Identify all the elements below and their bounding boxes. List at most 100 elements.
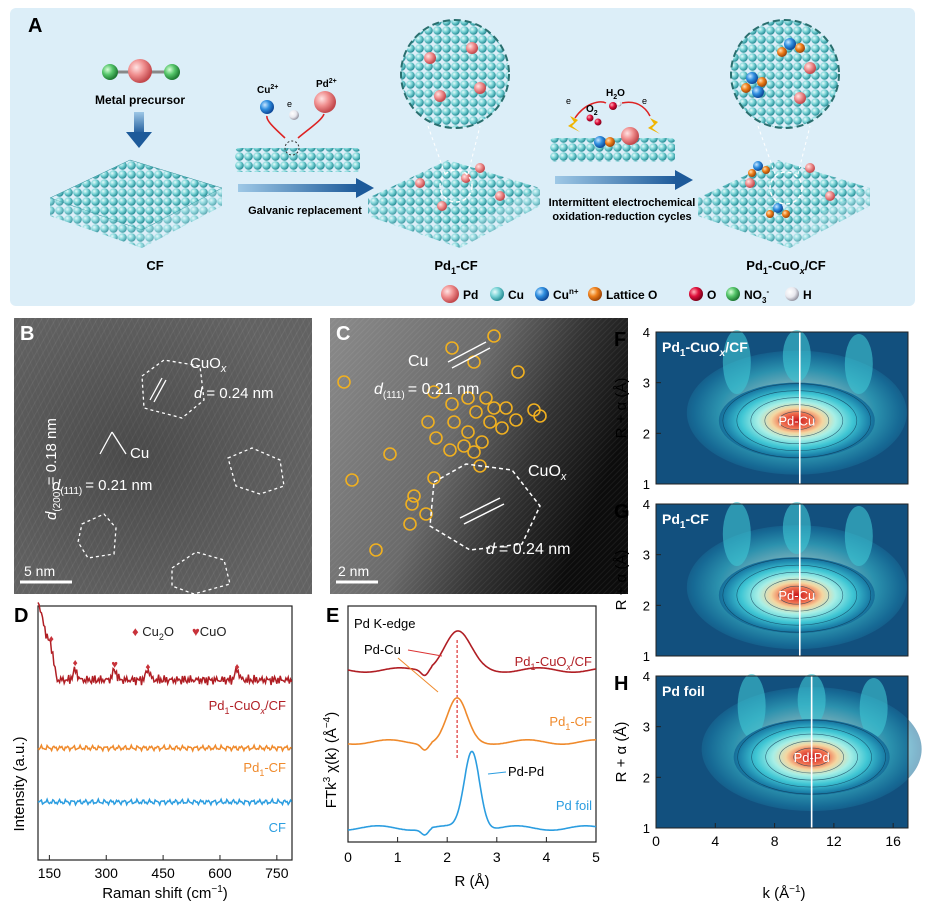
legend-label: Cu — [508, 288, 524, 302]
legend-swatch — [726, 287, 740, 301]
wavelet-lobe — [844, 506, 873, 566]
cuox-label-c: CuOx — [528, 463, 567, 483]
cu2-label: Cu2+ — [257, 84, 278, 96]
atom-marker — [533, 409, 547, 423]
single-atom-markers — [337, 329, 547, 557]
wavelet-contour — [764, 578, 830, 612]
tem-c-svg: C Cu d(111) = 0.21 nm CuOx d = 0.24 nm 2 n… — [330, 318, 628, 594]
schematic-legend: Pd Cu Cun+ Lattice O O NO3- H — [441, 285, 812, 305]
atom-marker — [499, 401, 513, 415]
wavelet-peak-label: Pd-Pd — [794, 750, 830, 765]
raman-series — [37, 602, 293, 807]
pdcu-arrow-1 — [407, 649, 443, 657]
atom-marker — [445, 397, 459, 411]
exafs-series — [347, 630, 597, 836]
cu2o-marker: ♦ — [234, 662, 239, 673]
o2-label: O2 — [586, 104, 598, 117]
wavelet-maximum — [718, 557, 875, 634]
wavelet-lobe — [782, 502, 811, 554]
wavelet-ytick-label: 1 — [643, 477, 650, 492]
metal-precursor-label: Metal precursor — [95, 93, 185, 107]
exafs-xtick-label: 1 — [394, 849, 402, 865]
cuox-outline-c — [429, 463, 541, 551]
wavelet-xtick-label: 0 — [652, 833, 660, 849]
cuox-outline-b — [141, 359, 205, 419]
wavelet-lobe — [737, 674, 766, 738]
wavelet-contour — [764, 404, 830, 437]
raman-peak-markers: ♦ ♦ ♦ ♦ ♥ — [49, 634, 240, 673]
exafs-xtick-label: 3 — [493, 849, 501, 865]
tem-panel-c: C Cu d(111) = 0.21 nm CuOx d = 0.24 nm 2 n… — [330, 318, 628, 594]
wavelet-title-g: Pd1-CF — [662, 511, 709, 531]
wavelet-ytick-label: 1 — [643, 821, 650, 836]
cuox-label-b: CuOx — [190, 355, 227, 375]
galvanic-arrow-head — [356, 178, 374, 198]
wavelet-ytick-label: 3 — [643, 720, 650, 735]
atom-marker — [427, 385, 441, 399]
legend-label: O — [707, 288, 716, 302]
wavelet-lobe — [844, 334, 873, 394]
wavelet-peak-label: Pd-Cu — [778, 588, 815, 603]
final-slab — [698, 19, 870, 248]
atom-marker — [479, 391, 493, 405]
atom-marker — [345, 473, 359, 487]
scale-label-c: 2 nm — [338, 563, 369, 579]
legend-swatch — [785, 287, 799, 301]
wavelet-panel-g: Pd-Cu 1 2 3 4G Pd1-CF — [614, 497, 909, 664]
d024-label-b: d = 0.24 nm — [194, 385, 273, 402]
atom-marker — [447, 415, 461, 429]
wavelet-ytick-label: 4 — [643, 497, 650, 512]
raman-x-ticks: 150 300 450 600 750 — [38, 855, 289, 881]
panel-letter-d: D — [14, 605, 28, 627]
legend-swatch — [535, 287, 549, 301]
cu2o-marker: ♦ — [145, 662, 150, 673]
wavelet-ylabel-g: R + α (Å) — [613, 550, 630, 611]
down-arrow-head — [126, 132, 152, 148]
down-arrow-shaft — [134, 112, 144, 134]
d021-label-c: d(111) = 0.21 nm — [374, 381, 479, 401]
exafs-ylabel: FTk3 χ(k) (Å−4) — [322, 712, 340, 809]
wavelet-ytick-label: 4 — [643, 669, 650, 684]
pd1cf-slab — [368, 19, 540, 248]
raman-series-line — [37, 743, 292, 753]
wavelet-lobe — [782, 330, 811, 382]
final-label: Pd1-CuOx/CF — [746, 258, 825, 276]
scale-label-b: 5 nm — [24, 563, 55, 579]
atom-marker — [337, 375, 351, 389]
exafs-xtick-label: 2 — [443, 849, 451, 865]
wavelet-ytick-label: 1 — [643, 649, 650, 664]
exafs-series-line — [347, 630, 597, 677]
pdpd-label: Pd-Pd — [508, 764, 544, 779]
atom-marker — [403, 517, 417, 531]
galvanic-label: Galvanic replacement — [248, 205, 362, 217]
atom-marker — [457, 439, 471, 453]
electron-label-1: e — [287, 99, 292, 109]
pd2-label: Pd2+ — [316, 78, 337, 90]
wavelet-contour — [778, 411, 816, 430]
exafs-label-s2: Pd1-CF — [549, 714, 592, 732]
wavelet-ytick-label: 3 — [643, 548, 650, 563]
exafs-label-s3: Pd foil — [556, 798, 592, 813]
cuo-marker: ♥ — [111, 659, 118, 671]
atom-marker — [445, 341, 459, 355]
wavelet-frame — [655, 503, 909, 657]
atom-marker — [511, 365, 525, 379]
atom-marker — [429, 431, 443, 445]
wavelet-contour — [722, 383, 872, 458]
raman-legend-cuo: ♥CuO — [192, 624, 226, 639]
raman-xtick-label: 600 — [208, 865, 232, 881]
atom-marker — [487, 329, 501, 343]
electrochem-illustration — [550, 101, 675, 162]
atom-marker — [495, 421, 509, 435]
raman-xtick-label: 300 — [95, 865, 119, 881]
exafs-xlabel: R (Å) — [455, 873, 490, 890]
pd1cf-label: Pd1-CF — [434, 258, 477, 276]
wavelet-xlabel: k (Å−1) — [762, 884, 805, 902]
legend-label: H — [803, 288, 812, 302]
atom-marker — [469, 405, 483, 419]
atom-marker — [419, 507, 433, 521]
raman-axes — [37, 605, 293, 861]
atom-marker — [483, 415, 497, 429]
wavelet-maximum — [718, 382, 875, 459]
